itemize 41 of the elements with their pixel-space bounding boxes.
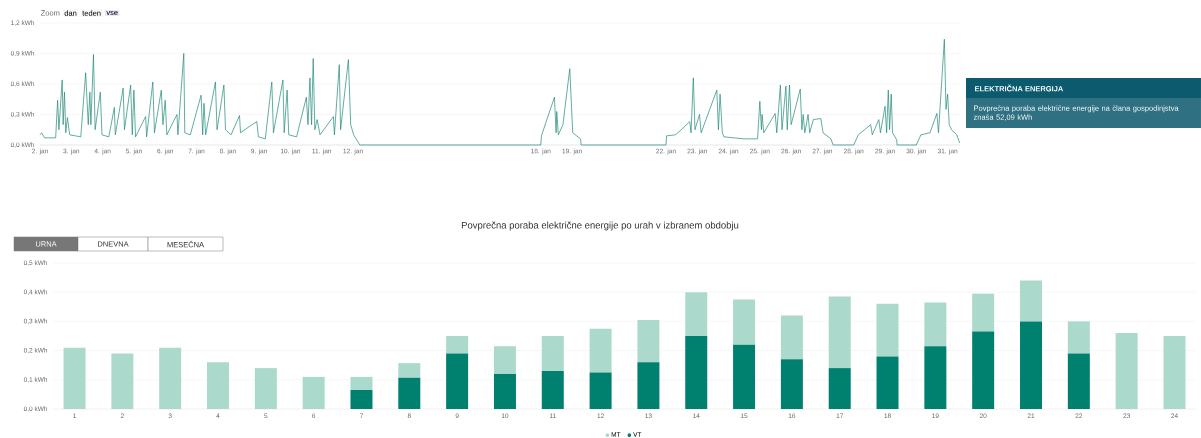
bar	[63, 347, 86, 409]
bar	[685, 335, 708, 409]
bar	[446, 335, 469, 354]
bar	[1067, 353, 1090, 409]
bar	[589, 328, 612, 373]
bar	[685, 292, 708, 336]
bar	[924, 346, 947, 409]
bar	[876, 356, 899, 409]
bar	[972, 331, 995, 409]
bar	[733, 344, 756, 409]
bar	[398, 377, 421, 409]
bar	[541, 371, 564, 409]
bar	[1067, 321, 1090, 354]
bar	[1163, 335, 1186, 409]
bar	[972, 293, 995, 332]
bar	[828, 296, 851, 369]
bar	[159, 347, 182, 409]
bar	[207, 362, 230, 409]
bar	[876, 303, 899, 357]
bar	[1020, 280, 1043, 322]
bar	[111, 353, 134, 409]
bar	[1115, 333, 1138, 409]
bar	[493, 373, 516, 409]
bar	[637, 362, 660, 409]
bar	[541, 335, 564, 372]
bar	[446, 353, 469, 409]
chart-title: Povprečna poraba električne energije po urah v izbranem obdobju	[461, 221, 739, 231]
bar	[780, 315, 803, 360]
bar	[733, 299, 756, 345]
bar	[589, 372, 612, 409]
bar	[924, 302, 947, 347]
bar	[398, 363, 421, 378]
bar	[780, 359, 803, 409]
bar	[350, 390, 373, 409]
bar	[493, 346, 516, 374]
bar	[254, 368, 277, 409]
bar	[1020, 321, 1043, 409]
bar	[350, 376, 373, 391]
bar	[828, 368, 851, 409]
bar	[637, 319, 660, 363]
bar	[302, 376, 325, 409]
